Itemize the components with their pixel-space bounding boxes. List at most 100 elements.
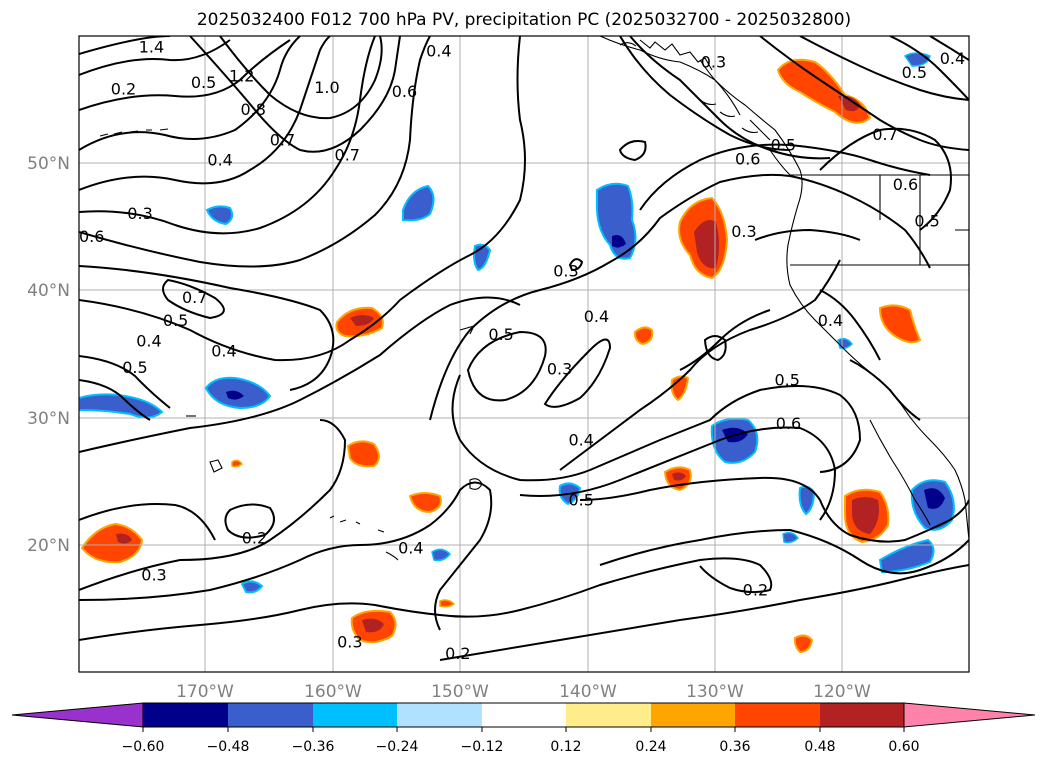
colorbar-swatch [651,703,735,727]
contour-label: 0.4 [940,49,965,68]
contour-label: 0.4 [584,307,609,326]
contour-label: 0.7 [270,130,295,149]
precip-positive-area [350,315,374,326]
precip-positive-area [633,326,654,346]
contour-label: 1.2 [229,67,254,86]
contour-label: 0.6 [776,414,801,433]
contour-label: 0.6 [893,175,918,194]
precip-positive-area [80,522,144,564]
precip-negative-area [402,184,435,222]
lon-tick-label: 120°W [813,682,871,702]
pv-contours [79,36,969,661]
map-title: 2025032400 F012 700 hPa PV, precipitatio… [197,10,851,30]
contour-label: 0.4 [426,41,451,60]
precip-positive-area [878,304,922,344]
precip-positive-area [694,219,719,269]
contour-label: 0.2 [242,528,267,547]
precip-negative-area [240,580,264,594]
coastlines [99,36,969,561]
precip-positive-area [439,599,456,608]
precip-negative-area [612,235,626,248]
contour-label: 0.7 [182,288,207,307]
map-frame [78,35,970,673]
colorbar-swatch [820,703,904,727]
precip-negative-area [79,393,164,419]
colorbar-tick-label: 0.24 [635,739,666,755]
latitude-axis: 20°N 30°N 40°N 50°N [27,154,70,556]
contour-label: 0.3 [547,359,572,378]
contour-label: 0.5 [902,63,927,82]
colorbar-swatch [566,703,651,727]
contour-label: 0.2 [111,79,136,98]
precip-positive-area [838,95,860,112]
lat-tick-label: 50°N [27,154,70,174]
contour-label: 1.4 [139,37,164,56]
lon-tick-label: 130°W [686,682,744,702]
colorbar-extend-high [903,702,1036,728]
colorbar-tick-label: 0.48 [804,739,835,755]
lon-tick-label: 160°W [304,682,362,702]
contour-label: 0.5 [774,371,799,390]
contour-label: 0.3 [127,204,152,223]
contour-label: 0.7 [872,125,897,144]
precip-negative-area [878,538,935,574]
colorbar-swatch [735,703,820,727]
contour-label: 0.5 [568,490,593,509]
contour-label: 0.2 [743,581,768,600]
contour-label: 0.7 [335,146,360,165]
precip-positive-area [231,459,244,468]
precip-positive-area [116,533,132,544]
colorbar-tick-label: −0.60 [122,739,165,755]
precip-positive-area [852,497,879,534]
precip-positive-area [793,634,814,654]
contour-label: 0.5 [122,358,147,377]
colorbar-tick-label: −0.12 [461,739,504,755]
contour-label: 0.5 [191,73,216,92]
contour-label: 0.4 [136,331,161,350]
contour-label: 0.2 [445,644,470,663]
contour-label: 0.4 [818,311,843,330]
precip-shading [79,52,955,654]
lon-tick-label: 140°W [559,682,617,702]
contour-label: 0.4 [211,341,236,360]
precip-positive-area [408,492,442,514]
colorbar-tick-label: −0.24 [376,739,419,755]
contour-label: 0.4 [568,430,593,449]
precip-negative-area [782,531,799,544]
map-panel: 1.4 0.40.3 0.40.50.2 0.5 1.21.0 0.60.80.70.70… [78,35,970,673]
contour-label: 0.8 [240,100,265,119]
contour-label: 0.5 [771,135,796,154]
colorbar-swatch [143,703,228,727]
colorbar-swatch [313,703,397,727]
precip-negative-area [226,390,244,400]
contour-label: 0.6 [79,227,104,246]
contour-label: 0.3 [553,261,578,280]
colorbar-frame [142,702,905,728]
precip-positive-area [346,440,380,468]
contour-label: 0.3 [731,222,756,241]
contour-label: 0.3 [141,565,166,584]
contour-label: 0.3 [337,633,362,652]
colorbar-tick-label: 0.36 [719,739,750,755]
contour-label: 0.4 [207,151,232,170]
precip-positive-area [672,472,686,481]
precip-positive-area [362,618,384,633]
colorbar-extend-low [11,702,144,728]
colorbar-tick-label: −0.48 [207,739,250,755]
contour-label: 0.4 [398,539,423,558]
colorbar-tick-label: 0.12 [550,739,581,755]
contour-label: 0.6 [735,149,760,168]
precip-negative-area [431,548,451,562]
colorbar-swatch [482,703,566,727]
lat-tick-label: 40°N [27,281,70,301]
contour-label: 0.6 [392,82,417,101]
precip-negative-area [924,488,945,509]
colorbar-swatch [397,703,482,727]
lat-tick-label: 20°N [27,536,70,556]
colorbar-swatch [228,703,313,727]
contour-label: 0.5 [163,311,188,330]
lon-tick-label: 170°W [176,682,234,702]
contour-label: 0.5 [488,325,513,344]
longitude-axis: 170°W 160°W 150°W 140°W 130°W 120°W [176,682,871,702]
